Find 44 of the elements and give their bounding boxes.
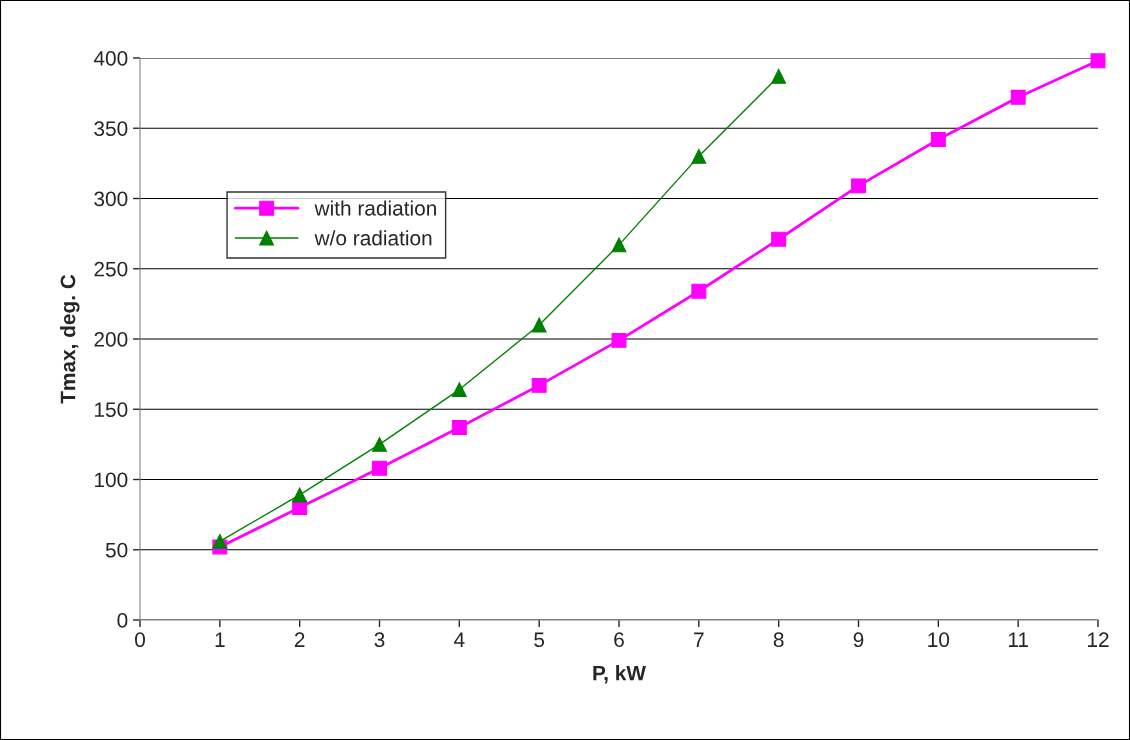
y-tick-label: 50 — [105, 542, 128, 558]
legend-label: w/o radiation — [314, 230, 432, 246]
x-tick-label: 8 — [773, 632, 784, 648]
y-tick-label: 300 — [94, 191, 128, 207]
y-tick-label: 150 — [95, 402, 128, 417]
point — [771, 68, 787, 84]
point — [851, 178, 866, 194]
point — [531, 317, 547, 333]
point — [292, 487, 308, 503]
x-tick-label: 4 — [454, 632, 465, 647]
point — [531, 377, 547, 393]
x-tick-label: 0 — [135, 632, 145, 648]
y-tick-label: 400 — [93, 51, 128, 66]
point — [771, 231, 787, 247]
x-tick-label: 12 — [1088, 632, 1109, 647]
point — [691, 148, 707, 164]
x-tick-label: 2 — [294, 632, 305, 647]
y-tick-label: 200 — [94, 332, 128, 347]
point — [611, 237, 627, 253]
point — [930, 132, 946, 147]
x-tick-label: 1 — [215, 632, 225, 647]
x-axis-title: P, kW — [593, 665, 646, 684]
x-tick-label: 7 — [694, 632, 704, 647]
point — [1090, 53, 1106, 69]
x-tick-label: 5 — [534, 632, 545, 648]
x-tick-label: 10 — [928, 632, 950, 648]
y-tick-label: 250 — [94, 261, 128, 277]
point — [1010, 89, 1026, 105]
x-tick-label: 6 — [614, 632, 624, 648]
x-tick-label: 9 — [853, 632, 864, 648]
x-tick-label: 11 — [1008, 632, 1028, 647]
point — [451, 420, 467, 435]
x-tick-label: 3 — [374, 632, 385, 648]
y-tick-label: 350 — [94, 121, 128, 136]
y-axis-title: Tmax, deg. C — [60, 274, 80, 404]
legend-label: with radiation — [314, 200, 436, 216]
point — [372, 436, 387, 452]
point — [611, 332, 627, 348]
point — [372, 460, 387, 476]
y-tick-label: 100 — [95, 472, 128, 488]
point — [451, 382, 467, 398]
y-tick-label: 0 — [117, 613, 128, 628]
point — [212, 533, 228, 549]
point — [691, 283, 707, 299]
